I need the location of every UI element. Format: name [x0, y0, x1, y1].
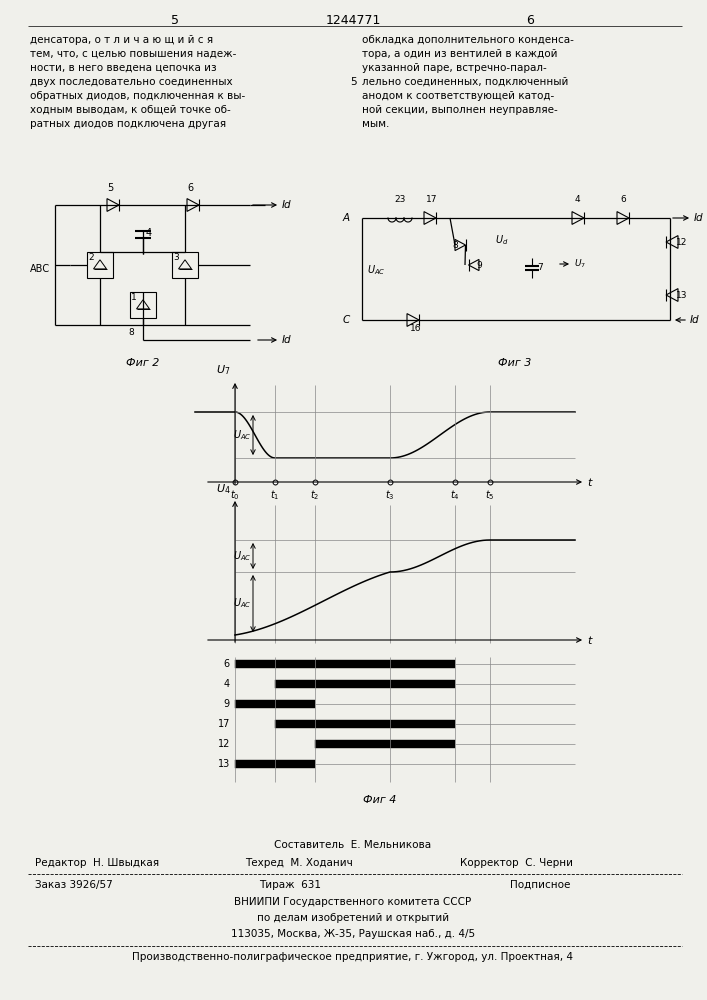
Text: Редактор  Н. Швыдкая: Редактор Н. Швыдкая — [35, 858, 159, 868]
Text: 4: 4 — [575, 195, 580, 204]
Text: 12: 12 — [218, 739, 230, 749]
Bar — [87, 252, 113, 278]
Text: 9: 9 — [224, 699, 230, 709]
Text: Производственно-полиграфическое предприятие, г. Ужгород, ул. Проектная, 4: Производственно-полиграфическое предприя… — [132, 952, 573, 962]
Text: A: A — [343, 213, 350, 223]
Text: 4: 4 — [224, 679, 230, 689]
Text: АВС: АВС — [30, 264, 50, 274]
Text: ности, в него введена цепочка из: ности, в него введена цепочка из — [30, 63, 216, 73]
Text: 12: 12 — [676, 238, 687, 247]
Text: Фиг 4: Фиг 4 — [363, 795, 397, 805]
Text: ВНИИПИ Государственного комитета СССР: ВНИИПИ Государственного комитета СССР — [235, 897, 472, 907]
Text: 2: 2 — [88, 253, 93, 262]
Text: $t_1$: $t_1$ — [270, 488, 280, 502]
Text: тора, а один из вентилей в каждой: тора, а один из вентилей в каждой — [362, 49, 558, 59]
Bar — [172, 252, 198, 278]
Text: 7: 7 — [537, 263, 543, 272]
Text: 9: 9 — [476, 261, 481, 270]
Text: $t_4$: $t_4$ — [450, 488, 460, 502]
Text: $t$: $t$ — [587, 476, 594, 488]
Bar — [130, 292, 156, 318]
Text: $t_3$: $t_3$ — [385, 488, 395, 502]
Text: $U_{AC}$: $U_{AC}$ — [233, 428, 251, 442]
Text: $t$: $t$ — [587, 634, 594, 646]
Text: 13: 13 — [676, 291, 687, 300]
Text: 3: 3 — [173, 253, 179, 262]
Text: C: C — [343, 315, 350, 325]
Text: Id: Id — [694, 213, 703, 223]
Text: Id: Id — [282, 335, 291, 345]
Bar — [235, 660, 455, 668]
Text: 4: 4 — [146, 228, 152, 238]
Text: 5: 5 — [107, 183, 113, 193]
Bar — [235, 760, 315, 768]
Text: 16: 16 — [410, 324, 421, 333]
Bar — [275, 720, 455, 728]
Text: ходным выводам, к общей точке об-: ходным выводам, к общей точке об- — [30, 105, 230, 115]
Text: тем, что, с целью повышения надеж-: тем, что, с целью повышения надеж- — [30, 49, 236, 59]
Text: 5: 5 — [171, 14, 179, 27]
Bar — [275, 680, 455, 688]
Text: 5: 5 — [350, 77, 356, 87]
Text: $t_0$: $t_0$ — [230, 488, 240, 502]
Text: Корректор  С. Черни: Корректор С. Черни — [460, 858, 573, 868]
Text: 1244771: 1244771 — [325, 14, 380, 27]
Text: 13: 13 — [218, 759, 230, 769]
Text: денсатора, о т л и ч а ю щ и й с я: денсатора, о т л и ч а ю щ и й с я — [30, 35, 213, 45]
Text: $t_5$: $t_5$ — [485, 488, 495, 502]
Text: двух последовательно соединенных: двух последовательно соединенных — [30, 77, 233, 87]
Bar — [235, 700, 315, 708]
Text: мым.: мым. — [362, 119, 390, 129]
Text: Техред  М. Ходанич: Техред М. Ходанич — [245, 858, 353, 868]
Text: $U_7$: $U_7$ — [216, 363, 230, 377]
Text: $U_{AC}$: $U_{AC}$ — [367, 263, 385, 277]
Text: 8: 8 — [128, 328, 134, 337]
Text: Подписное: Подписное — [510, 880, 571, 890]
Text: обкладка дополнительного конденса-: обкладка дополнительного конденса- — [362, 35, 574, 45]
Text: Тираж  631: Тираж 631 — [259, 880, 321, 890]
Text: $U_4$: $U_4$ — [216, 482, 230, 496]
Text: $t_2$: $t_2$ — [310, 488, 320, 502]
Text: $U_{AC}$: $U_{AC}$ — [233, 549, 251, 563]
Text: 6: 6 — [187, 183, 193, 193]
Text: $U_7$: $U_7$ — [574, 258, 586, 270]
Text: 1: 1 — [131, 293, 136, 302]
Text: 6: 6 — [224, 659, 230, 669]
Text: 8: 8 — [452, 241, 457, 250]
Text: 23: 23 — [395, 195, 406, 204]
Text: Фиг 3: Фиг 3 — [498, 358, 532, 368]
Text: Id: Id — [690, 315, 700, 325]
Text: Id: Id — [282, 200, 291, 210]
Text: 17: 17 — [426, 195, 438, 204]
Text: 6: 6 — [526, 14, 534, 27]
Text: указанной паре, встречно-парал-: указанной паре, встречно-парал- — [362, 63, 547, 73]
Text: 6: 6 — [620, 195, 626, 204]
Text: 17: 17 — [218, 719, 230, 729]
Bar — [315, 740, 455, 748]
Text: Заказ 3926/57: Заказ 3926/57 — [35, 880, 112, 890]
Text: по делам изобретений и открытий: по делам изобретений и открытий — [257, 913, 449, 923]
Text: $U_d$: $U_d$ — [495, 233, 508, 247]
Text: обратных диодов, подключенная к вы-: обратных диодов, подключенная к вы- — [30, 91, 245, 101]
Text: Фиг 2: Фиг 2 — [127, 358, 160, 368]
Text: 113035, Москва, Ж-35, Раушская наб., д. 4/5: 113035, Москва, Ж-35, Раушская наб., д. … — [231, 929, 475, 939]
Text: анодом к соответствующей катод-: анодом к соответствующей катод- — [362, 91, 554, 101]
Text: $U_{AC}$: $U_{AC}$ — [233, 597, 251, 610]
Text: ратных диодов подключена другая: ратных диодов подключена другая — [30, 119, 226, 129]
Text: Составитель  Е. Мельникова: Составитель Е. Мельникова — [274, 840, 431, 850]
Text: лельно соединенных, подключенный: лельно соединенных, подключенный — [362, 77, 568, 87]
Text: ной секции, выполнен неуправляе-: ной секции, выполнен неуправляе- — [362, 105, 558, 115]
